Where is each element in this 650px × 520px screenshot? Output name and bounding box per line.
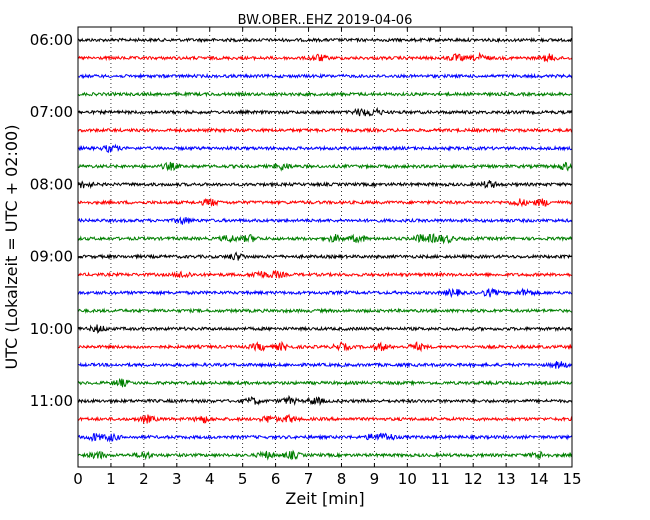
x-tick-label: 2: [139, 470, 149, 488]
trace-0600: [77, 36, 572, 44]
x-tick-label: 6: [271, 470, 281, 488]
x-axis-label: Zeit [min]: [285, 489, 364, 508]
trace-0830: [77, 216, 573, 225]
plot-frame: [77, 26, 573, 468]
trace-0730: [77, 143, 573, 154]
trace-1100: [77, 394, 573, 407]
y-tick-label: 07:00: [30, 103, 73, 121]
trace-0715: [77, 127, 573, 134]
x-tick-label: 8: [337, 470, 347, 488]
trace-0700: [77, 106, 573, 117]
trace-1000: [77, 324, 573, 334]
trace-1045: [77, 377, 573, 388]
trace-1115: [77, 413, 573, 425]
y-tick-label: 10:00: [30, 320, 73, 338]
trace-0930: [77, 287, 573, 299]
y-tick-label: 06:00: [30, 31, 73, 49]
trace-0915: [77, 269, 573, 279]
x-tick-label: 5: [238, 470, 248, 488]
y-tick-label: 11:00: [30, 392, 73, 410]
trace-0615: [78, 51, 573, 63]
trace-0630: [77, 72, 573, 80]
x-tick-label: 14: [530, 470, 549, 488]
x-tick-label: 15: [562, 470, 581, 488]
x-tick-label: 7: [304, 470, 314, 488]
x-tick-label: 4: [205, 470, 215, 488]
trace-1130: [77, 432, 573, 443]
minute-grid: [110, 27, 540, 467]
trace-0645: [77, 90, 573, 98]
trace-0900: [77, 251, 573, 261]
x-tick-label: 10: [398, 470, 417, 488]
trace-0745: [77, 161, 572, 172]
y-tick-label: 09:00: [30, 248, 73, 266]
y-axis-label: UTC (Lokalzeit = UTC + 02:00): [2, 125, 21, 370]
trace-0945: [78, 307, 573, 314]
trace-1015: [77, 340, 573, 353]
x-tick-label: 13: [497, 470, 516, 488]
x-tick-label: 9: [370, 470, 380, 488]
y-axis-ticks: 06:00 07:00 08:00 09:00 10:00 11:00: [30, 31, 572, 410]
x-axis-ticks: 0 1 2 3 4 5 6 7 8 9 10 11 12 13 14 15: [73, 27, 582, 488]
trace-0800: [77, 180, 573, 190]
trace-1030: [77, 361, 573, 370]
trace-0815: [77, 197, 573, 208]
x-tick-label: 11: [431, 470, 450, 488]
y-tick-label: 08:00: [30, 175, 73, 193]
x-tick-label: 3: [172, 470, 182, 488]
chart-title: BW.OBER..EHZ 2019-04-06: [238, 13, 413, 28]
trace-0845: [77, 232, 573, 245]
trace-1145: [77, 449, 573, 461]
x-tick-label: 0: [73, 470, 83, 488]
x-tick-label: 12: [464, 470, 483, 488]
x-tick-label: 1: [106, 470, 116, 488]
traces-group: [77, 36, 573, 461]
